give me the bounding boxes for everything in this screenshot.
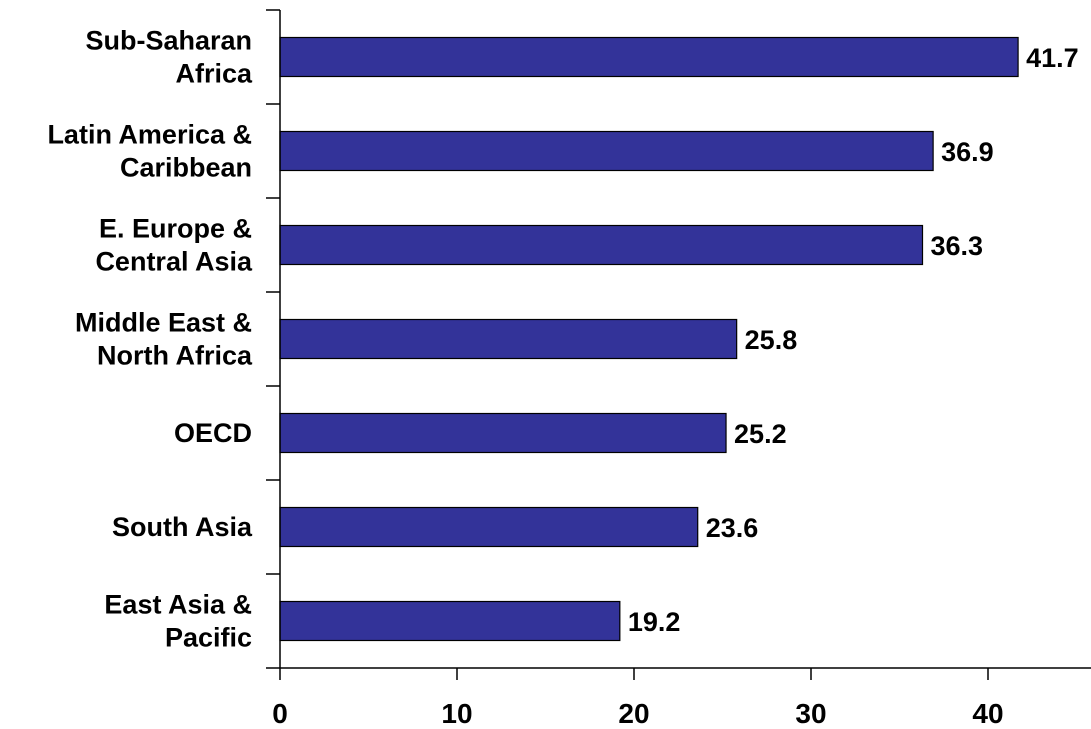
bar bbox=[279, 318, 738, 360]
value-label: 23.6 bbox=[706, 513, 759, 543]
bars-group bbox=[279, 36, 1019, 642]
bar bbox=[279, 36, 1019, 78]
value-label: 25.2 bbox=[734, 419, 787, 449]
bar bbox=[279, 506, 699, 548]
axes-group bbox=[266, 9, 1091, 680]
x-tick-label: 20 bbox=[618, 698, 649, 729]
bar bbox=[279, 600, 621, 642]
category-label: Sub-Saharan bbox=[85, 26, 252, 56]
category-label: North Africa bbox=[97, 341, 253, 371]
value-label: 41.7 bbox=[1026, 43, 1079, 73]
bar bbox=[279, 130, 934, 172]
category-label: East Asia & bbox=[104, 590, 252, 620]
bar bbox=[279, 412, 727, 454]
bar bbox=[279, 224, 924, 266]
category-label: Latin America & bbox=[47, 120, 252, 150]
category-label: Middle East & bbox=[75, 308, 252, 338]
x-tick-label: 10 bbox=[441, 698, 472, 729]
value-label: 36.9 bbox=[941, 137, 994, 167]
category-label: South Asia bbox=[112, 512, 253, 542]
value-label: 25.8 bbox=[745, 325, 798, 355]
category-label: Caribbean bbox=[120, 153, 252, 183]
value-label: 36.3 bbox=[931, 231, 984, 261]
category-label: Africa bbox=[175, 59, 253, 89]
x-tick-label: 30 bbox=[795, 698, 826, 729]
category-label: Central Asia bbox=[95, 247, 253, 277]
category-label: Pacific bbox=[165, 623, 252, 653]
category-label: E. Europe & bbox=[99, 214, 252, 244]
category-label: OECD bbox=[174, 418, 252, 448]
x-tick-label: 0 bbox=[272, 698, 288, 729]
value-label: 19.2 bbox=[628, 607, 681, 637]
x-tick-label: 40 bbox=[972, 698, 1003, 729]
